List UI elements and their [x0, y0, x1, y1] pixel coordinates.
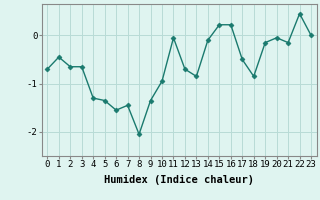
X-axis label: Humidex (Indice chaleur): Humidex (Indice chaleur) [104, 175, 254, 185]
